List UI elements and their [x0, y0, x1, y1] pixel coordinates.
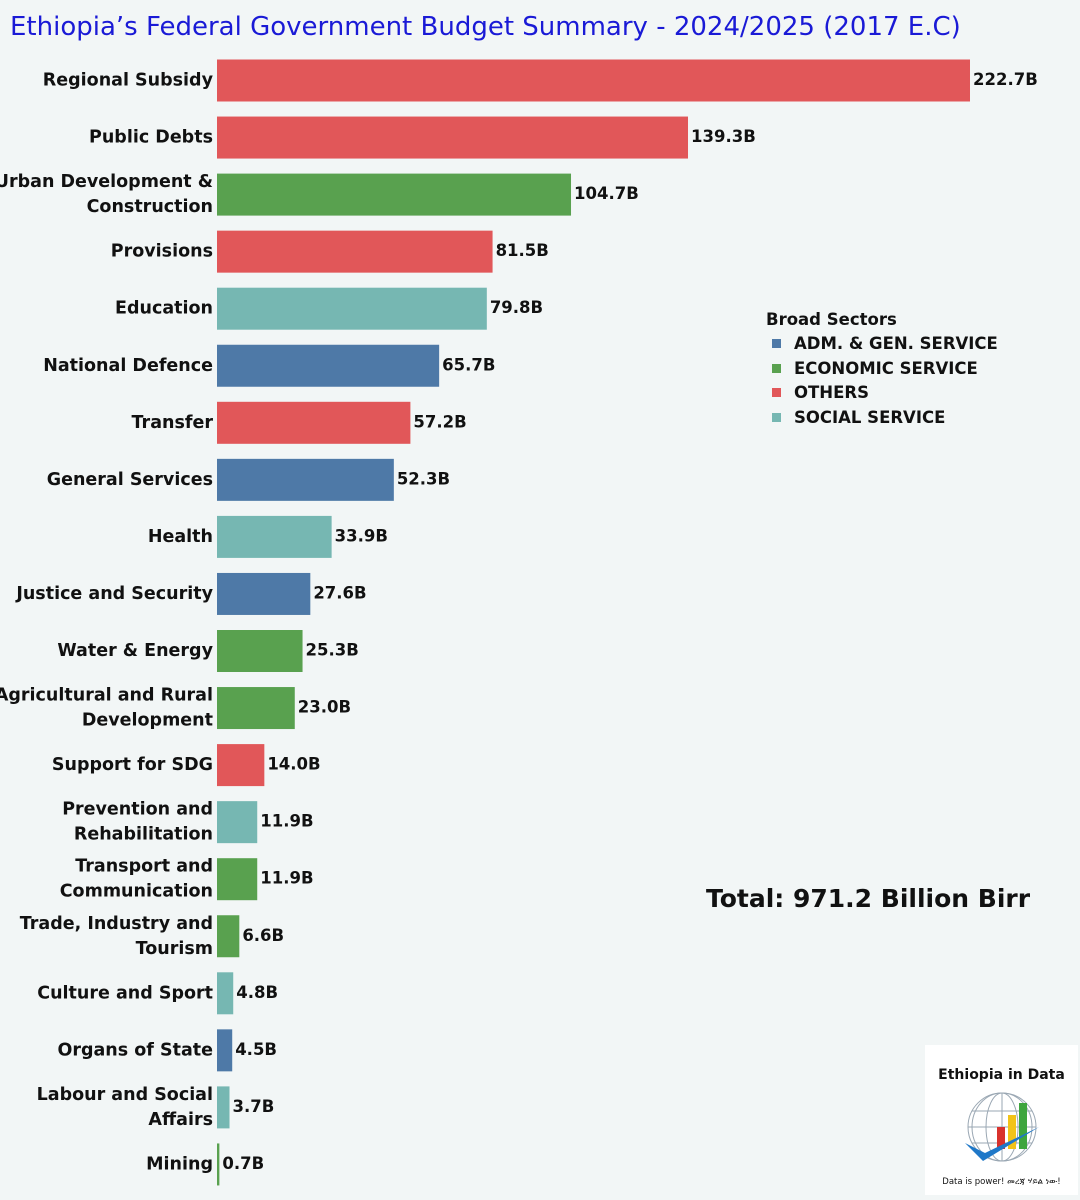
- chart-title: Ethiopia’s Federal Government Budget Sum…: [10, 12, 961, 42]
- value-label: 139.3B: [691, 127, 756, 146]
- bar: [217, 801, 258, 844]
- bar: [217, 287, 487, 330]
- category-label: Regional Subsidy: [43, 71, 214, 91]
- legend-item-adm: ADM. & GEN. SERVICE: [766, 331, 998, 356]
- legend-title: Broad Sectors: [766, 310, 897, 329]
- legend-swatch-economic: [772, 363, 781, 373]
- bar: [217, 173, 572, 216]
- value-label: 14.0B: [267, 755, 320, 774]
- category-label: Justice and Security: [15, 584, 213, 604]
- category-label: Trade, Industry and: [20, 914, 213, 934]
- category-label: General Services: [47, 470, 213, 490]
- bar: [217, 401, 411, 444]
- bar: [217, 230, 493, 273]
- value-label: 6.6B: [242, 926, 284, 945]
- category-label: Health: [148, 527, 213, 547]
- value-label: 25.3B: [306, 641, 359, 660]
- value-label: 79.8B: [490, 298, 543, 317]
- legend-label-economic: ECONOMIC SERVICE: [794, 358, 978, 378]
- total-annotation: Total: 971.2 Billion Birr: [706, 884, 1031, 913]
- logo-tagline: Data is power! መረጃ ሃይል ነው!: [942, 1177, 1061, 1187]
- value-label: 222.7B: [973, 70, 1038, 89]
- value-label: 11.9B: [260, 812, 313, 831]
- bar: [217, 744, 265, 787]
- bar: [217, 116, 689, 159]
- legend-swatch-others: [772, 388, 781, 398]
- value-label: 4.5B: [235, 1040, 277, 1059]
- category-label: Water & Energy: [57, 641, 213, 661]
- value-label: 104.7B: [574, 184, 639, 203]
- bar: [217, 344, 440, 387]
- legend-item-others: OTHERS: [766, 380, 998, 405]
- value-label: 65.7B: [442, 355, 495, 374]
- legend-label-adm: ADM. & GEN. SERVICE: [794, 333, 998, 353]
- bar: [217, 630, 303, 672]
- bar: [217, 1029, 233, 1072]
- category-label: Prevention and: [62, 800, 213, 820]
- logo-box: Ethiopia in Data Data is power! መረጃ ሃይል …: [925, 1045, 1078, 1195]
- bar: [217, 515, 332, 558]
- legend-swatch-adm: [772, 338, 781, 348]
- value-label: 52.3B: [397, 469, 450, 488]
- legend-item-economic: ECONOMIC SERVICE: [766, 356, 998, 381]
- value-label: 81.5B: [496, 241, 549, 260]
- category-label: Support for SDG: [52, 755, 213, 775]
- category-label: Transfer: [132, 413, 214, 433]
- logo-title: Ethiopia in Data: [938, 1067, 1065, 1083]
- bar: [217, 458, 394, 501]
- value-label: 4.8B: [236, 983, 278, 1002]
- value-label: 23.0B: [298, 698, 351, 717]
- bar: [217, 687, 295, 730]
- legend-item-social: SOCIAL SERVICE: [766, 405, 998, 430]
- value-label: 0.7B: [222, 1154, 264, 1173]
- category-label: Communication: [60, 882, 213, 902]
- value-label: 27.6B: [313, 583, 366, 602]
- category-label: Rehabilitation: [74, 825, 213, 845]
- category-label: Education: [115, 299, 213, 319]
- bar: [217, 915, 240, 958]
- value-label: 3.7B: [233, 1097, 275, 1116]
- bar: [217, 572, 311, 615]
- category-label: Transport and: [75, 857, 213, 877]
- category-label: Culture and Sport: [37, 983, 213, 1003]
- category-label: Agricultural and Rural: [0, 686, 213, 706]
- bar: [217, 1086, 230, 1129]
- category-label: Labour and Social: [37, 1085, 213, 1105]
- bar: [217, 1143, 220, 1186]
- bar: [217, 858, 258, 901]
- value-label: 33.9B: [335, 526, 388, 545]
- category-label: National Defence: [43, 356, 213, 376]
- category-label: Organs of State: [57, 1040, 213, 1060]
- value-label: 57.2B: [413, 412, 466, 431]
- category-label: Urban Development &: [0, 172, 213, 192]
- category-label: Public Debts: [89, 128, 213, 148]
- category-label: Provisions: [111, 242, 213, 262]
- category-label: Development: [82, 711, 213, 731]
- category-label: Construction: [87, 197, 213, 217]
- bar: [217, 972, 234, 1015]
- category-label: Mining: [146, 1154, 213, 1174]
- category-label: Affairs: [148, 1110, 213, 1130]
- legend-swatch-social: [772, 412, 781, 422]
- legend-label-social: SOCIAL SERVICE: [794, 407, 946, 427]
- category-label: Tourism: [136, 939, 213, 959]
- legend: Broad Sectors ADM. & GEN. SERVICE ECONOM…: [766, 310, 998, 430]
- legend-label-others: OTHERS: [794, 383, 869, 403]
- bar: [217, 59, 970, 102]
- value-label: 11.9B: [260, 869, 313, 888]
- globe-chart-logo-icon: [965, 1092, 1039, 1162]
